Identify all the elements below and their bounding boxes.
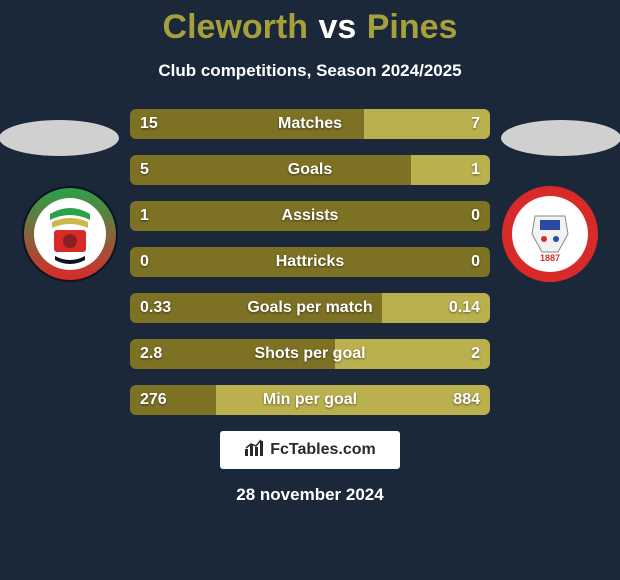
watermark: FcTables.com (220, 431, 400, 469)
stat-row: 276884Min per goal (130, 385, 490, 415)
stat-label: Matches (130, 109, 490, 139)
club-badge-right: 1887 (500, 184, 600, 284)
stat-row: 51Goals (130, 155, 490, 185)
subtitle: Club competitions, Season 2024/2025 (0, 61, 620, 81)
stat-row: 157Matches (130, 109, 490, 139)
player2-name: Pines (367, 8, 458, 46)
stat-label: Min per goal (130, 385, 490, 415)
title-row: Cleworth vs Pines (0, 0, 620, 47)
stat-label: Goals (130, 155, 490, 185)
stat-row: 0.330.14Goals per match (130, 293, 490, 323)
stat-label: Shots per goal (130, 339, 490, 369)
stat-label: Goals per match (130, 293, 490, 323)
shadow-ellipse-left (0, 120, 119, 156)
vs-separator: vs (318, 8, 356, 46)
stat-row: 10Assists (130, 201, 490, 231)
player1-name: Cleworth (163, 8, 308, 46)
shadow-ellipse-right (501, 120, 620, 156)
club-badge-left (20, 184, 120, 284)
svg-text:1887: 1887 (540, 253, 560, 263)
stat-row: 00Hattricks (130, 247, 490, 277)
watermark-icon (244, 439, 264, 462)
stat-label: Hattricks (130, 247, 490, 277)
stats-container: 157Matches 51Goals 10Assists 00Hattricks 0.3… (130, 109, 490, 415)
stat-label: Assists (130, 201, 490, 231)
date-label: 28 november 2024 (0, 485, 620, 505)
watermark-text: FcTables.com (270, 441, 376, 459)
stat-row: 2.82Shots per goal (130, 339, 490, 369)
